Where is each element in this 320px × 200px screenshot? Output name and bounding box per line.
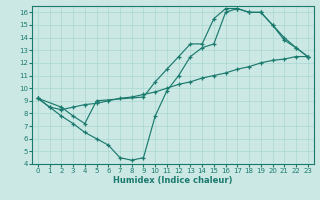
X-axis label: Humidex (Indice chaleur): Humidex (Indice chaleur) — [113, 176, 233, 185]
